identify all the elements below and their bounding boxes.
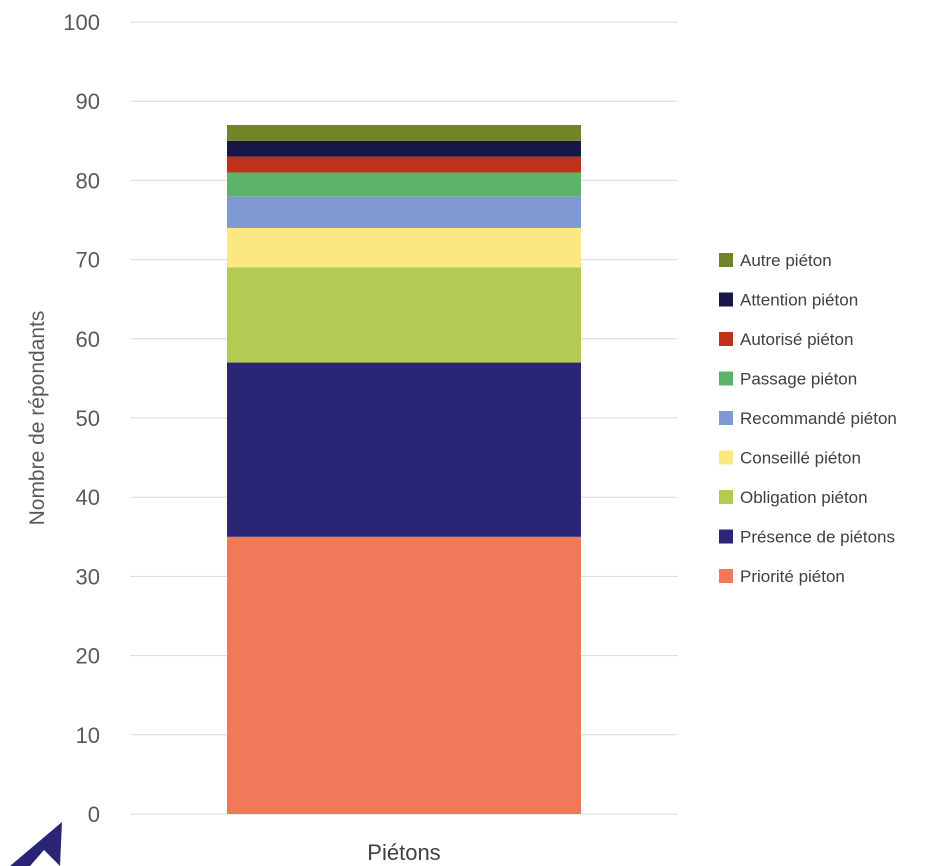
y-tick-label: 30 xyxy=(76,564,100,589)
legend-swatch xyxy=(719,411,733,425)
legend: Autre piéton Attention piéton Autorisé pié… xyxy=(719,251,897,586)
y-tick-label: 20 xyxy=(76,644,100,669)
y-tick-label: 90 xyxy=(76,89,100,114)
legend-label: Attention piéton xyxy=(740,291,858,310)
legend-label: Passage piéton xyxy=(740,370,857,389)
legend-label: Conseillé piéton xyxy=(740,449,861,468)
bar-segment-1 xyxy=(227,536,581,814)
legend-swatch xyxy=(719,450,733,465)
y-tick-label: 80 xyxy=(76,168,100,193)
bar-segment-6 xyxy=(227,172,581,197)
bar-segment-7 xyxy=(227,156,581,173)
y-tick-label: 100 xyxy=(63,10,100,35)
legend-label: Présence de piétons xyxy=(740,528,895,547)
bar-segment-8 xyxy=(227,140,581,157)
legend-swatch xyxy=(719,253,733,267)
legend-label: Autre piéton xyxy=(740,251,832,270)
bar-segment-5 xyxy=(227,196,581,228)
y-axis-title: Nombre de répondants xyxy=(26,311,49,526)
bar-segment-2 xyxy=(227,362,581,537)
bar-segment-3 xyxy=(227,267,581,363)
y-tick-label: 60 xyxy=(76,327,100,352)
legend-label: Recommandé piéton xyxy=(740,409,897,428)
x-category-label: Piétons xyxy=(367,840,440,865)
legend-swatch xyxy=(719,529,733,544)
y-tick-label: 70 xyxy=(76,248,100,273)
y-tick-label: 10 xyxy=(76,723,100,748)
legend-label: Obligation piéton xyxy=(740,488,868,507)
legend-swatch xyxy=(719,332,733,346)
legend-label: Priorité piéton xyxy=(740,567,845,586)
y-tick-label: 50 xyxy=(76,406,100,431)
bar-segment-4 xyxy=(227,227,581,268)
bar-segments xyxy=(227,124,581,814)
legend-swatch xyxy=(719,371,733,386)
arrow-icon xyxy=(10,822,62,866)
legend-swatch xyxy=(719,490,733,504)
legend-swatch xyxy=(719,292,733,307)
y-tick-label: 0 xyxy=(88,802,100,827)
y-tick-labels: 0 10 20 30 40 50 60 70 80 90 100 xyxy=(63,10,100,827)
legend-label: Autorisé piéton xyxy=(740,330,853,349)
bar-segment-9 xyxy=(227,124,581,141)
legend-swatch xyxy=(719,569,733,583)
y-tick-label: 40 xyxy=(76,485,100,510)
